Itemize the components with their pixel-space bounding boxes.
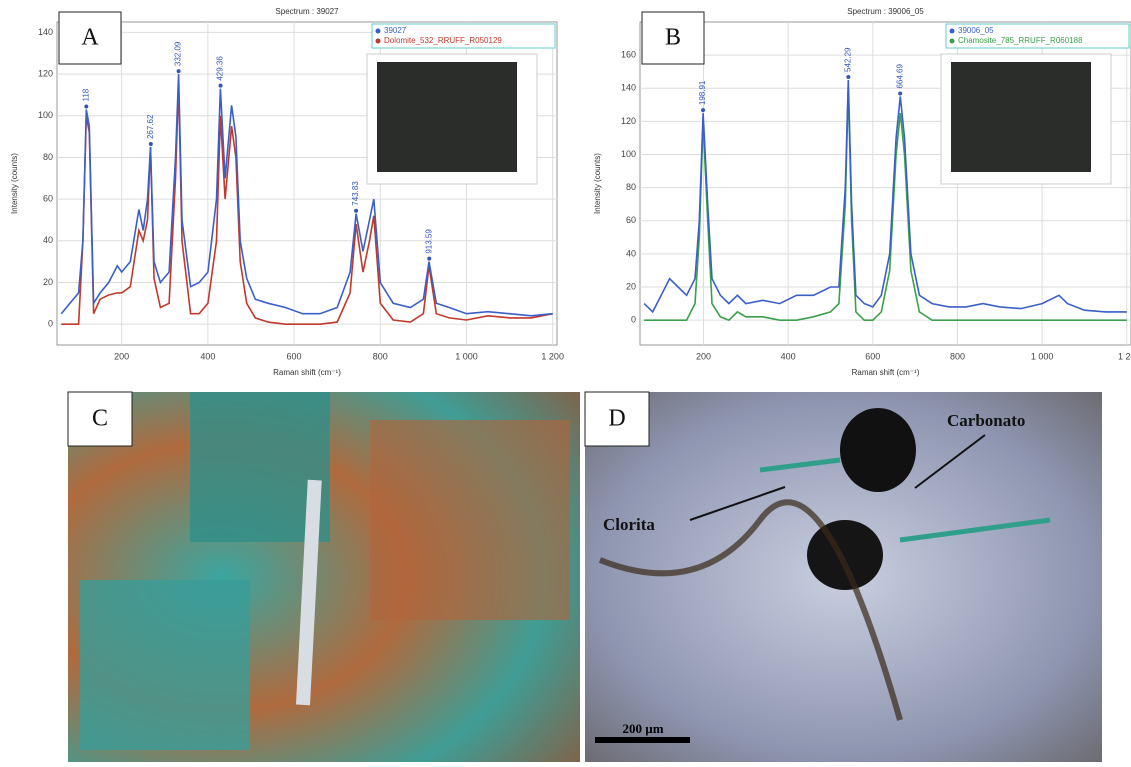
panel-label: D — [608, 406, 625, 432]
legend-label: Dolomite_532_RRUFF_R050129 — [384, 36, 502, 45]
panel-label: C — [92, 406, 108, 432]
y-tick-label: 100 — [38, 110, 53, 120]
x-tick-label: 1 000 — [455, 351, 478, 361]
panel-label: B — [665, 25, 681, 51]
y-tick-label: 80 — [626, 182, 636, 192]
legend-label: 39006_05 — [958, 26, 994, 35]
y-tick-label: 0 — [48, 319, 53, 329]
x-tick-label: 1 20 — [1118, 351, 1131, 361]
peak-marker — [898, 92, 902, 96]
y-tick-label: 100 — [621, 149, 636, 159]
legend-swatch — [376, 39, 381, 44]
peak-label: 198.91 — [698, 80, 707, 105]
peak-marker — [177, 69, 181, 73]
y-axis-label: Intensity (counts) — [10, 153, 19, 214]
peak-marker — [149, 142, 153, 146]
legend-label: Chamosite_785_RRUFF_R060188 — [958, 36, 1083, 45]
peak-label: 664.69 — [895, 64, 904, 89]
x-tick-label: 200 — [696, 351, 711, 361]
y-tick-label: 140 — [38, 27, 53, 37]
x-tick-label: 800 — [950, 351, 965, 361]
x-tick-label: 600 — [287, 351, 302, 361]
x-tick-label: 800 — [373, 351, 388, 361]
peak-label: 267.62 — [146, 114, 155, 139]
panel-label: A — [81, 25, 99, 51]
legend-label: 39027 — [384, 26, 407, 35]
y-tick-label: 80 — [43, 152, 53, 162]
inset-image — [377, 62, 517, 172]
photo-d: D Carbonato Clorita 200 µm — [585, 392, 1102, 762]
x-axis-label: Raman shift (cm⁻¹) — [273, 368, 341, 377]
peak-label: 332.09 — [174, 41, 183, 66]
y-tick-label: 20 — [43, 277, 53, 287]
y-tick-label: 120 — [38, 68, 53, 78]
x-tick-label: 1 200 — [541, 351, 564, 361]
chart-title: Spectrum : 39006_05 — [847, 7, 924, 16]
inset-image — [951, 62, 1091, 172]
chart: 0 20 40 60 80 100 120 140 160 200 400 600 800 1 000 1 … — [593, 7, 1131, 377]
legend-swatch — [950, 29, 955, 34]
peak-marker — [427, 257, 431, 261]
peak-label: 913.59 — [424, 229, 433, 254]
y-tick-label: 0 — [631, 315, 636, 325]
annotation: Clorita — [603, 515, 655, 534]
x-tick-label: 400 — [781, 351, 796, 361]
legend-swatch — [376, 29, 381, 34]
peak-label: 118 — [81, 88, 90, 101]
x-tick-label: 400 — [200, 351, 215, 361]
annotation: Carbonato — [947, 411, 1025, 430]
peak-marker — [354, 209, 358, 213]
peak-marker — [846, 75, 850, 79]
y-tick-label: 120 — [621, 116, 636, 126]
x-axis-label: Raman shift (cm⁻¹) — [852, 368, 920, 377]
photo-c: C — [68, 392, 580, 762]
chart-title: Spectrum : 39027 — [275, 7, 339, 16]
peak-marker — [219, 84, 223, 88]
y-tick-label: 20 — [626, 281, 636, 291]
peak-label: 429.36 — [216, 56, 225, 81]
scale-bar-label: 200 µm — [622, 721, 663, 736]
y-tick-label: 160 — [621, 50, 636, 60]
x-tick-label: 200 — [114, 351, 129, 361]
chart: 0 20 40 60 80 100 120 140 200 400 600 800 1 000 1 200… — [10, 7, 564, 377]
y-tick-label: 140 — [621, 83, 636, 93]
legend-swatch — [950, 39, 955, 44]
y-tick-label: 40 — [626, 248, 636, 258]
peak-marker — [701, 108, 705, 112]
x-tick-label: 1 000 — [1031, 351, 1054, 361]
figure: C D Carbonato Clorita 200 µm 0 20 40 60 80 10… — [0, 0, 1131, 762]
x-tick-label: 600 — [865, 351, 880, 361]
y-axis-label: Intensity (counts) — [593, 153, 602, 214]
peak-label: 542.29 — [843, 47, 852, 72]
y-tick-label: 40 — [43, 235, 53, 245]
y-tick-label: 60 — [43, 194, 53, 204]
y-tick-label: 60 — [626, 215, 636, 225]
peak-label: 743.83 — [351, 181, 360, 206]
peak-marker — [84, 105, 88, 109]
